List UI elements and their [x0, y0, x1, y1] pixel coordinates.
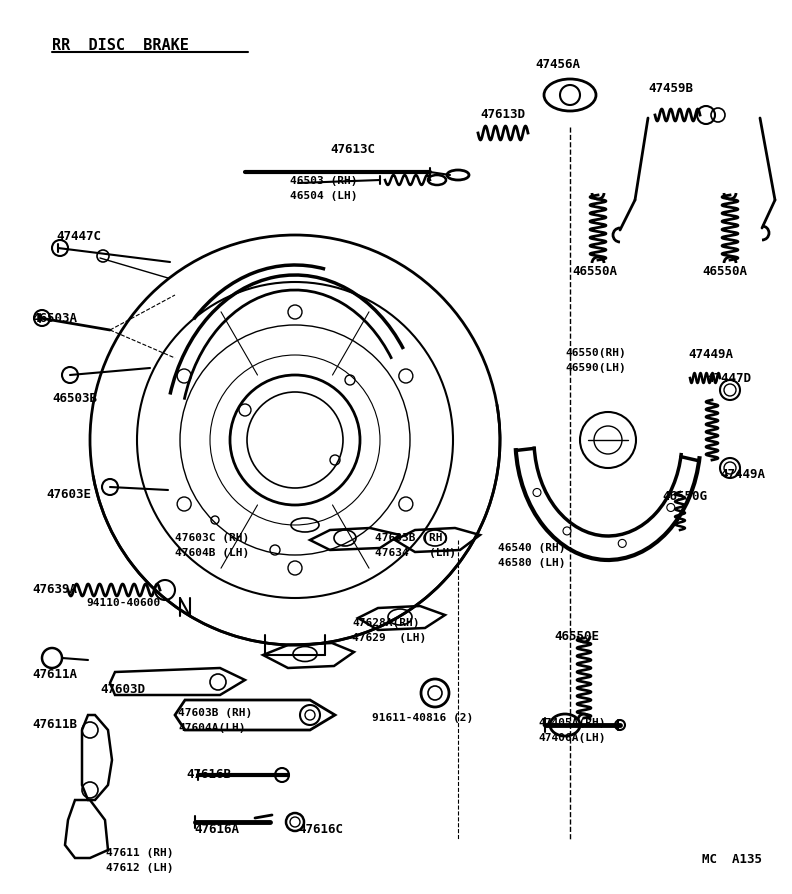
Text: 47611A: 47611A — [32, 668, 77, 681]
Text: 46503B: 46503B — [52, 392, 97, 405]
Text: 47612 (LH): 47612 (LH) — [106, 863, 173, 873]
Text: 47604A(LH): 47604A(LH) — [178, 723, 246, 733]
Text: 47447C: 47447C — [56, 230, 101, 243]
Text: 46503 (RH): 46503 (RH) — [290, 176, 357, 186]
Text: 47639A: 47639A — [32, 583, 77, 596]
Text: 46550A: 46550A — [572, 265, 617, 278]
Text: 46504 (LH): 46504 (LH) — [290, 191, 357, 201]
Text: 47603C (RH): 47603C (RH) — [175, 533, 249, 543]
Text: 47629  (LH): 47629 (LH) — [352, 633, 426, 643]
Text: 46550G: 46550G — [662, 490, 707, 503]
Text: 47616B: 47616B — [186, 768, 231, 781]
Text: 47634   (LH): 47634 (LH) — [375, 548, 456, 558]
Text: 46540 (RH): 46540 (RH) — [498, 543, 565, 553]
Text: 47616A: 47616A — [194, 823, 239, 836]
Text: 46580 (LH): 46580 (LH) — [498, 558, 565, 568]
Text: 47603B (RH): 47603B (RH) — [178, 708, 252, 718]
Text: 47611 (RH): 47611 (RH) — [106, 848, 173, 858]
Text: 47611B: 47611B — [32, 718, 77, 731]
Text: 46503A: 46503A — [32, 312, 77, 325]
Text: 46550E: 46550E — [554, 630, 599, 643]
Text: 46590(LH): 46590(LH) — [565, 363, 626, 373]
Text: 47603D: 47603D — [100, 683, 145, 696]
Text: 47604B (LH): 47604B (LH) — [175, 548, 249, 558]
Text: RR  DISC  BRAKE: RR DISC BRAKE — [52, 38, 188, 53]
Text: 47603E: 47603E — [46, 488, 91, 501]
Text: 47459B: 47459B — [648, 82, 693, 95]
Text: 47456A: 47456A — [535, 58, 580, 71]
Text: 46550(RH): 46550(RH) — [565, 348, 626, 358]
Text: 47449A: 47449A — [720, 468, 765, 481]
Text: 94110-40600: 94110-40600 — [86, 598, 160, 608]
Text: 47633B (RH): 47633B (RH) — [375, 533, 449, 543]
Text: 47628A(RH): 47628A(RH) — [352, 618, 420, 628]
Text: 91611-40816 (2): 91611-40816 (2) — [372, 713, 474, 723]
Text: 47616C: 47616C — [298, 823, 343, 836]
Text: 47405A(RH): 47405A(RH) — [538, 718, 606, 728]
Text: 47447D: 47447D — [706, 372, 751, 385]
Text: 47613D: 47613D — [480, 108, 525, 121]
Text: 47613C: 47613C — [330, 143, 375, 156]
Text: 47406A(LH): 47406A(LH) — [538, 733, 606, 743]
Text: 46550A: 46550A — [702, 265, 747, 278]
Text: MC  A135: MC A135 — [702, 853, 762, 866]
Text: 47449A: 47449A — [688, 348, 733, 361]
